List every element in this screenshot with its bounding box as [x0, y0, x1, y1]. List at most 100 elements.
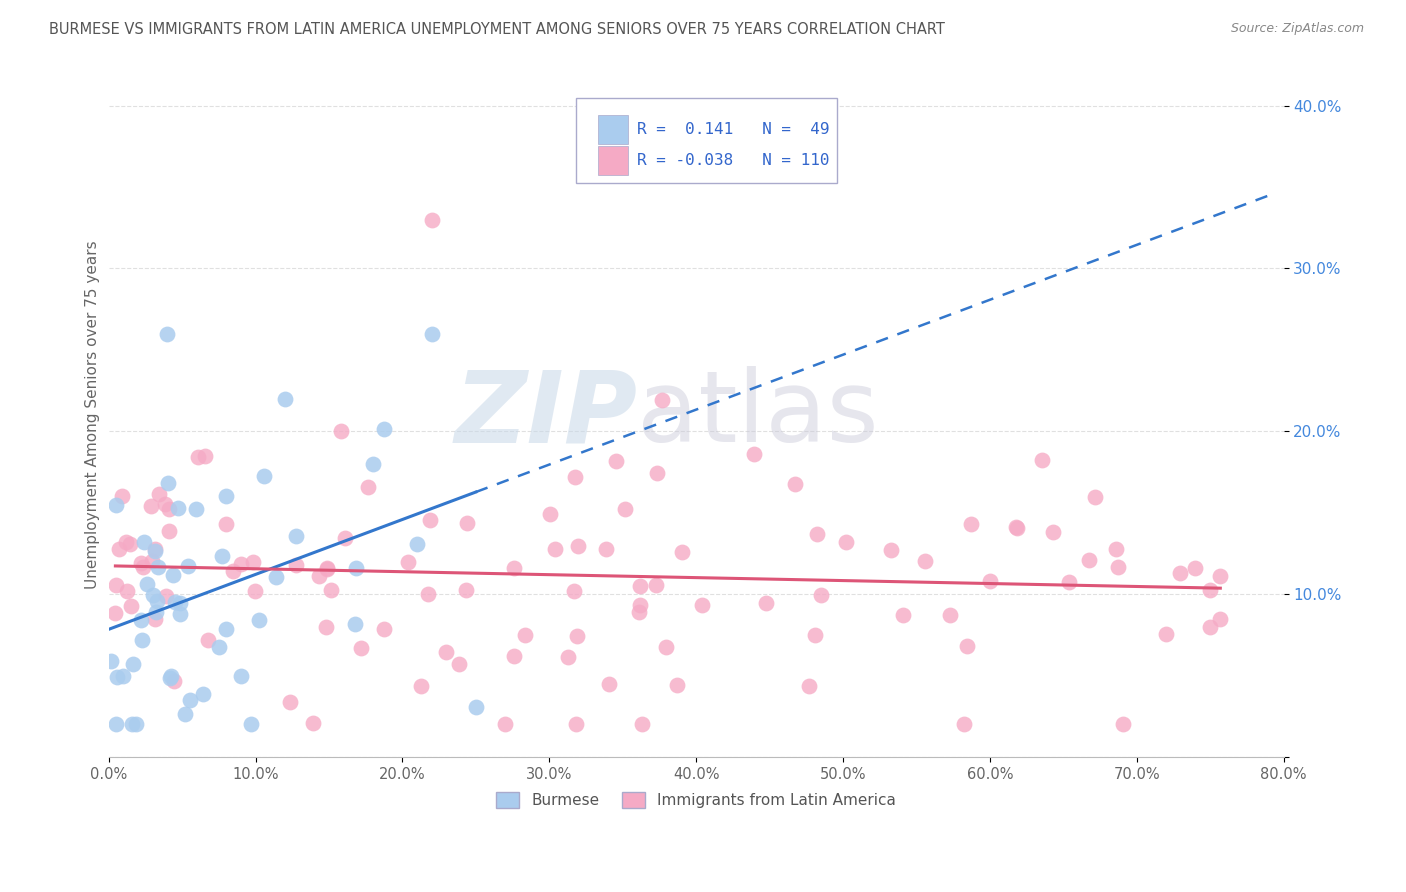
Point: [242, 555, 264, 569]
Point: [100, 654, 122, 668]
Point: [628, 579, 651, 593]
Point: [105, 498, 128, 512]
Point: [131, 633, 153, 648]
Text: BURMESE VS IMMIGRANTS FROM LATIN AMERICA UNEMPLOYMENT AMONG SENIORS OVER 75 YEAR: BURMESE VS IMMIGRANTS FROM LATIN AMERICA…: [49, 22, 945, 37]
Point: [538, 508, 561, 522]
Point: [156, 476, 179, 491]
Point: [187, 450, 209, 464]
Point: [806, 527, 828, 541]
Point: [285, 558, 308, 573]
Point: [243, 584, 266, 599]
Point: [112, 668, 135, 682]
Point: [214, 623, 236, 637]
Point: [956, 639, 979, 653]
Point: [651, 392, 673, 407]
Point: [146, 560, 169, 574]
Point: [960, 516, 983, 531]
Point: [194, 449, 217, 463]
Point: [835, 535, 858, 549]
Point: [613, 501, 636, 516]
Point: [1042, 525, 1064, 540]
Point: [211, 549, 233, 563]
Point: [671, 545, 693, 559]
Point: [222, 564, 245, 578]
Point: [159, 669, 181, 683]
Point: [215, 516, 238, 531]
Point: [564, 469, 586, 483]
Point: [162, 568, 184, 582]
Point: [129, 613, 152, 627]
Point: [104, 717, 127, 731]
Point: [804, 628, 827, 642]
Point: [420, 326, 443, 341]
Point: [179, 693, 201, 707]
Point: [115, 583, 138, 598]
Point: [315, 562, 337, 576]
Point: [742, 447, 765, 461]
Point: [129, 556, 152, 570]
Point: [562, 584, 585, 599]
Point: [361, 457, 384, 471]
Point: [799, 679, 821, 693]
Point: [143, 612, 166, 626]
Point: [157, 524, 180, 539]
Point: [111, 489, 134, 503]
Point: [411, 679, 433, 693]
Point: [979, 574, 1001, 588]
Point: [264, 570, 287, 584]
Point: [406, 536, 429, 550]
Point: [503, 561, 526, 575]
Text: R =  0.141   N =  49: R = 0.141 N = 49: [637, 122, 830, 136]
Point: [167, 500, 190, 515]
Point: [349, 641, 371, 656]
Point: [627, 605, 650, 619]
Point: [373, 422, 395, 436]
Point: [120, 599, 142, 614]
Y-axis label: Unemployment Among Seniors over 75 years: Unemployment Among Seniors over 75 years: [86, 241, 100, 590]
Point: [1004, 519, 1026, 533]
Point: [145, 594, 167, 608]
Point: [416, 587, 439, 601]
Point: [598, 676, 620, 690]
Point: [105, 578, 128, 592]
Point: [197, 633, 219, 648]
Point: [169, 597, 191, 611]
Point: [215, 489, 238, 503]
Point: [141, 499, 163, 513]
Point: [454, 582, 477, 597]
Point: [605, 454, 627, 468]
Point: [240, 717, 263, 731]
Point: [163, 674, 186, 689]
Point: [274, 392, 297, 406]
Point: [319, 582, 342, 597]
Point: [308, 569, 330, 583]
Legend: Burmese, Immigrants from Latin America: Burmese, Immigrants from Latin America: [489, 786, 903, 814]
Point: [557, 650, 579, 665]
Point: [666, 678, 689, 692]
Point: [357, 480, 380, 494]
Text: Source: ZipAtlas.com: Source: ZipAtlas.com: [1230, 22, 1364, 36]
Point: [1168, 566, 1191, 581]
Point: [690, 599, 713, 613]
Point: [1077, 553, 1099, 567]
Point: [132, 534, 155, 549]
Point: [449, 657, 471, 672]
Point: [1031, 452, 1053, 467]
Point: [344, 561, 367, 575]
Point: [148, 487, 170, 501]
Point: [1005, 520, 1028, 534]
Point: [513, 628, 536, 642]
Point: [231, 557, 253, 571]
Text: R = -0.038   N = 110: R = -0.038 N = 110: [637, 153, 830, 168]
Point: [595, 542, 617, 557]
Point: [124, 717, 146, 731]
Point: [316, 560, 339, 574]
Point: [105, 670, 128, 684]
Point: [1184, 561, 1206, 575]
Point: [208, 640, 231, 654]
Point: [184, 501, 207, 516]
Point: [191, 687, 214, 701]
Point: [142, 588, 165, 602]
Point: [1154, 626, 1177, 640]
Point: [121, 717, 143, 731]
